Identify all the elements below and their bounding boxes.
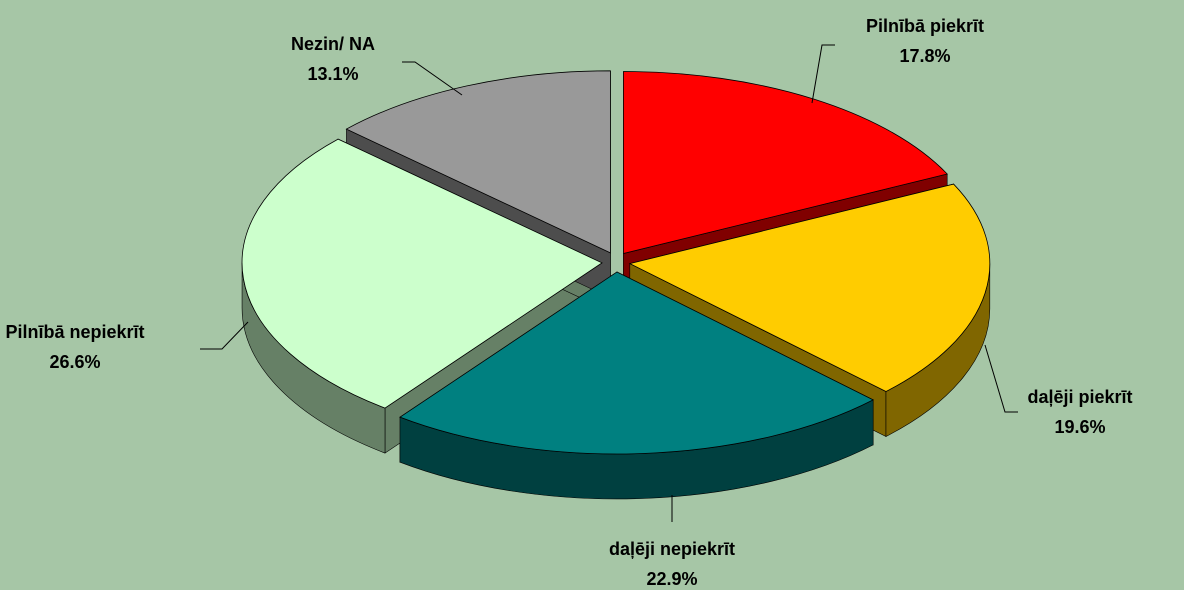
value-label: 26.6% — [49, 352, 100, 372]
leader-line — [811, 44, 835, 104]
slice-label: daļēji piekrīt — [1027, 387, 1132, 407]
slice — [628, 183, 991, 392]
slice — [623, 71, 948, 255]
leader-line — [402, 61, 463, 96]
value-label: 17.8% — [899, 46, 950, 66]
leader-line — [984, 344, 1018, 413]
slice — [241, 138, 603, 409]
value-label: 19.6% — [1054, 417, 1105, 437]
slice — [399, 271, 875, 455]
slice-label: Nezin/ NA — [291, 34, 375, 54]
slice-label: Pilnībā piekrīt — [866, 16, 984, 36]
value-label: 22.9% — [646, 569, 697, 589]
leader-line — [200, 321, 249, 350]
value-label: 13.1% — [307, 64, 358, 84]
slice — [345, 70, 611, 254]
slice-label: daļēji nepiekrīt — [609, 539, 735, 559]
slice-label: Pilnībā nepiekrīt — [5, 322, 144, 342]
